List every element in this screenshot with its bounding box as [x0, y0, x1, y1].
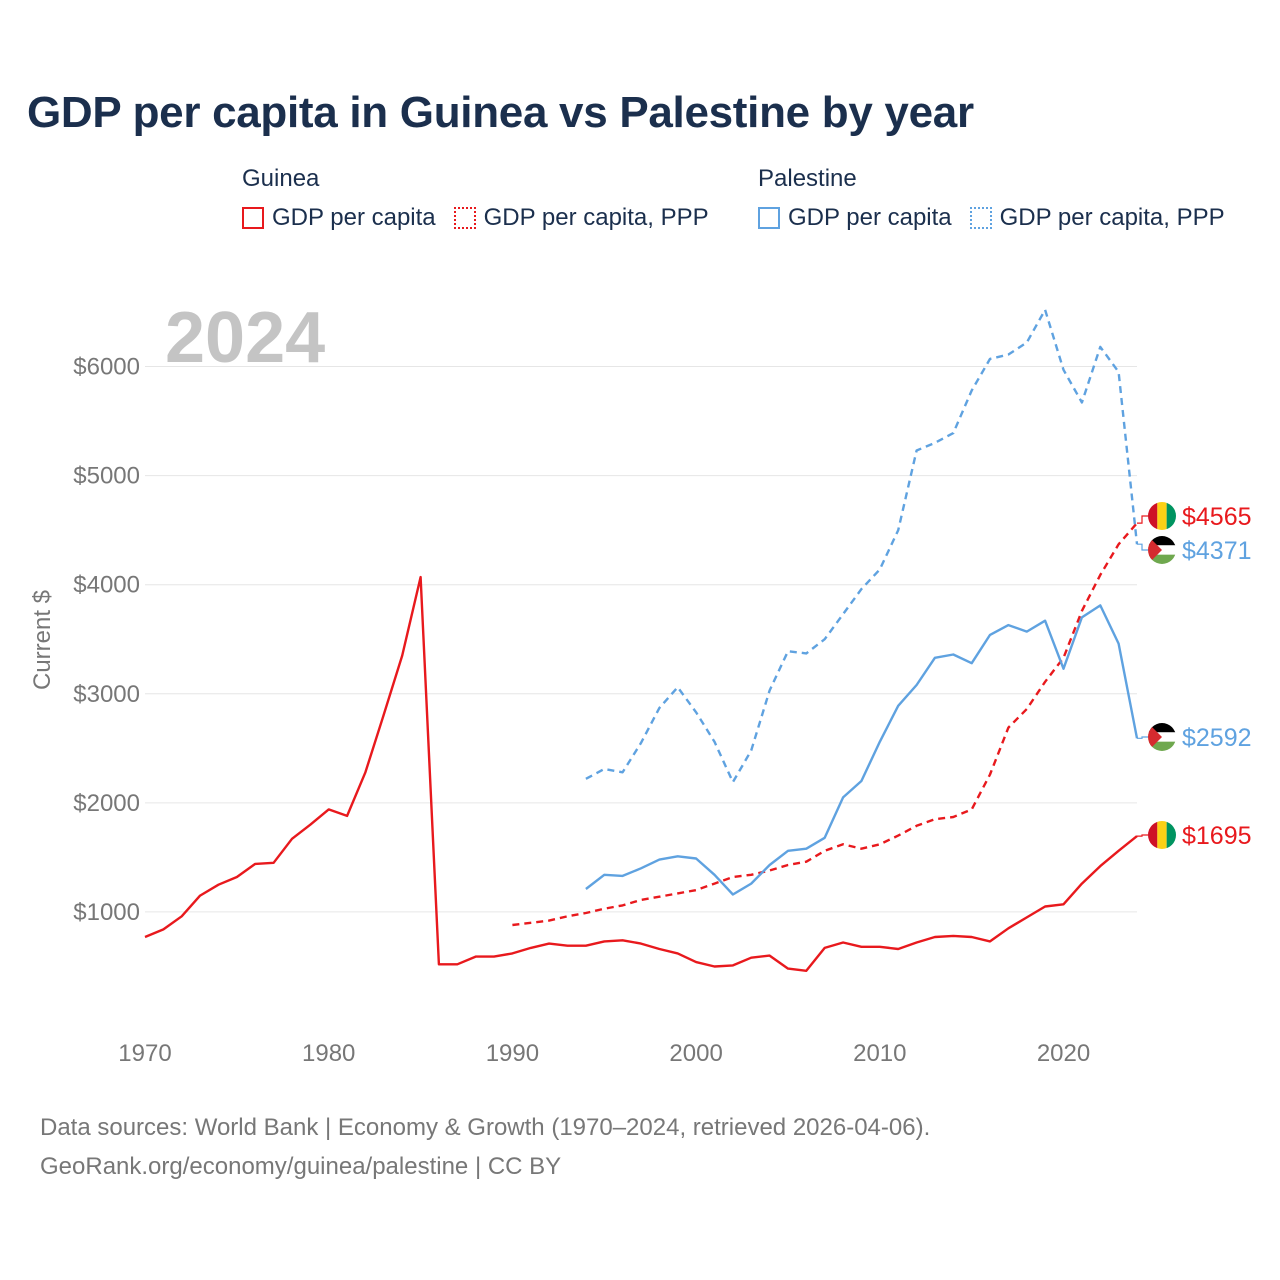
end-label-layer: $1695 $4565 $2592 $4371: [1137, 502, 1252, 850]
x-tick-label: 1990: [486, 1040, 539, 1067]
tick-layer: $1000 $2000 $3000 $4000 $5000 $6000 1970 1980 19…: [73, 354, 1090, 1067]
x-tick-label: 2020: [1037, 1040, 1090, 1067]
series-line: [585, 308, 1139, 784]
y-tick-label: $6000: [73, 354, 140, 381]
guinea-flag-icon: [1148, 821, 1176, 849]
palestine-flag-icon: [1148, 723, 1176, 751]
end-label-leader: [1137, 834, 1148, 837]
y-axis-label: Current $: [29, 590, 56, 690]
legend-swatch-dotted: [453, 207, 476, 229]
end-label-leader: [1137, 543, 1148, 551]
end-label-leader: [1137, 736, 1148, 739]
sources-url-line[interactable]: GeoRank.org/economy/guinea/palestine | C…: [40, 1153, 562, 1180]
legend-group-guinea: Guinea GDP per capita GDP per capita, PP…: [242, 164, 727, 232]
x-tick-label: 1970: [118, 1040, 171, 1067]
x-tick-label: 2010: [853, 1040, 906, 1067]
x-tick-label: 1980: [302, 1040, 355, 1067]
series-layer: [144, 308, 1139, 972]
legend-label: GDP per capita, PPP: [999, 204, 1225, 231]
palestine-flag-icon: [1148, 536, 1176, 564]
legend-label: GDP per capita: [788, 204, 952, 231]
end-value-label: $4565: [1182, 503, 1252, 531]
legend-item-guinea-gdp[interactable]: GDP per capita: [242, 204, 436, 232]
end-value-label: $4371: [1182, 537, 1252, 565]
chart-title: GDP per capita in Guinea vs Palestine by…: [27, 88, 974, 137]
y-tick-label: $1000: [73, 899, 140, 926]
sources-line: Data sources: World Bank | Economy & Gro…: [40, 1114, 931, 1141]
guinea-flag-icon: [1148, 502, 1176, 530]
year-watermark: 2024: [165, 298, 325, 378]
legend-swatch-solid: [758, 207, 780, 229]
legend-item-palestine-gdp-ppp[interactable]: GDP per capita, PPP: [969, 204, 1225, 232]
line-chart: 2024 Current $ $1000 $2000 $3000 $4000 $5000…: [29, 298, 1252, 1067]
legend-group-name: Palestine: [758, 165, 857, 192]
series-line: [144, 575, 1138, 972]
legend-label: GDP per capita, PPP: [483, 204, 709, 231]
y-tick-label: $4000: [73, 572, 140, 599]
end-value-label: $1695: [1182, 822, 1252, 850]
legend-group-palestine: Palestine GDP per capita GDP per capita,…: [758, 164, 1243, 232]
y-tick-label: $2000: [73, 790, 140, 817]
sources-block: Data sources: World Bank | Economy & Gro…: [40, 1108, 930, 1186]
series-line: [512, 522, 1138, 927]
grid-layer: [145, 366, 1137, 913]
legend-label: GDP per capita: [272, 204, 436, 231]
legend-swatch-dotted: [969, 207, 992, 229]
y-tick-label: $3000: [73, 681, 140, 708]
series-line: [585, 604, 1139, 896]
legend-swatch-solid: [242, 207, 264, 229]
end-label-leader: [1137, 515, 1148, 524]
x-tick-label: 2000: [669, 1040, 722, 1067]
legend-item-palestine-gdp[interactable]: GDP per capita: [758, 204, 952, 232]
y-tick-label: $5000: [73, 463, 140, 490]
legend-group-name: Guinea: [242, 165, 320, 192]
end-value-label: $2592: [1182, 724, 1252, 752]
legend-item-guinea-gdp-ppp[interactable]: GDP per capita, PPP: [453, 204, 709, 232]
